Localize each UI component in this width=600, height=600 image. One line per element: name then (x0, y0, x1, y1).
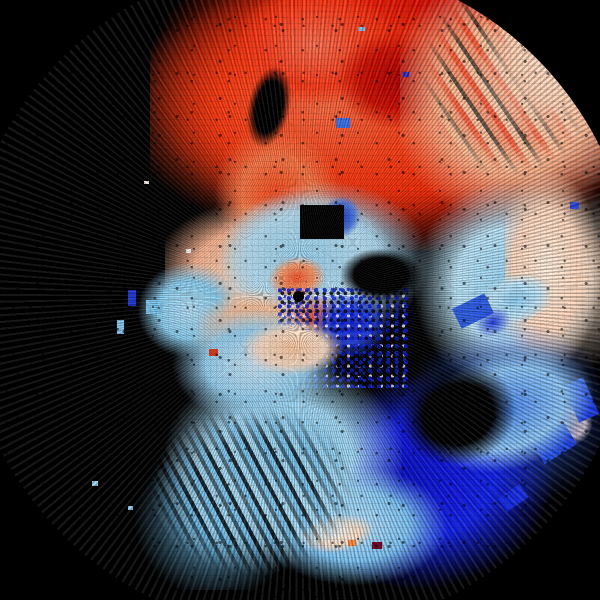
echo-fragment-left-tiny-2 (128, 506, 133, 510)
echo-fragment-north-blue-sliver (336, 118, 350, 128)
radar-site-marker (293, 291, 304, 302)
echo-fragment-left-tiny (92, 481, 98, 486)
echo-region-southwest-ragged-edge (128, 400, 368, 600)
echo-fragment-far-left-b (146, 300, 162, 314)
echo-fragment-north-cyan-dot (358, 27, 365, 31)
echo-fragment-upper-mid-dot (186, 249, 191, 253)
void-center-south (336, 246, 426, 304)
echo-fragment-far-left-c (117, 320, 124, 334)
echo-region-southwest-small-red-speck (209, 349, 218, 356)
echo-fragment-mid-blue-dot (403, 72, 409, 77)
echo-region-southwest-tan-blotch (232, 316, 352, 380)
echo-fragment-upper-left-dot (144, 181, 149, 184)
echo-fragment-ne-blue-speck (570, 202, 579, 209)
echo-region-northeast-outer-pale (480, 0, 600, 140)
echo-fragment-far-left-a (128, 290, 136, 306)
void-north-of-center (300, 205, 344, 239)
